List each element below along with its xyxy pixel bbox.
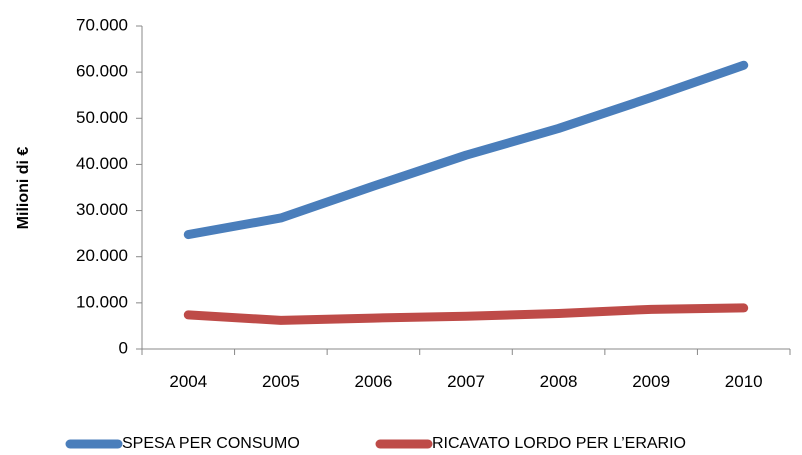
- data-point: [372, 317, 374, 319]
- legend-label-2: RICAVATO LORDO PER L’ERARIO: [432, 435, 686, 452]
- x-tick-label: 2005: [262, 372, 300, 391]
- x-tick-label: 2010: [725, 372, 763, 391]
- series-layer: [183, 60, 749, 325]
- data-point: [465, 315, 467, 317]
- y-tick-label: 30.000: [76, 200, 128, 219]
- x-ticks: 2004 2005 2006 2007 2008 2009 2010: [141, 349, 791, 391]
- legend: SPESA PER CONSUMO RICAVATO LORDO PER L’ER…: [65, 435, 686, 452]
- data-point: [558, 312, 560, 314]
- y-tick-label: 50.000: [76, 108, 128, 127]
- data-point: [743, 307, 745, 309]
- data-point: [187, 314, 189, 316]
- y-ticks: 0 10.000 20.000 30.000 40.000 50.000 60.000 70.…: [76, 15, 142, 357]
- x-tick-label: 2009: [632, 372, 670, 391]
- y-tick-label: 0: [119, 338, 128, 357]
- data-point: [280, 319, 282, 321]
- data-point: [743, 64, 745, 66]
- y-tick-label: 60.000: [76, 62, 128, 81]
- legend-label-1: SPESA PER CONSUMO: [122, 435, 300, 452]
- x-tick-label: 2008: [540, 372, 578, 391]
- data-point: [372, 185, 374, 187]
- data-point: [187, 234, 189, 236]
- data-point: [465, 154, 467, 156]
- series-line-2: [183, 303, 749, 325]
- series-line-1: [183, 60, 749, 240]
- data-point: [558, 127, 560, 129]
- y-tick-label: 40.000: [76, 154, 128, 173]
- x-tick-label: 2007: [447, 372, 485, 391]
- y-tick-label: 70.000: [76, 15, 128, 34]
- x-tick-label: 2006: [355, 372, 393, 391]
- y-tick-label: 10.000: [76, 292, 128, 311]
- data-point: [280, 217, 282, 219]
- x-tick-label: 2004: [169, 372, 207, 391]
- y-axis-label: Milioni di €: [15, 147, 32, 230]
- data-point: [650, 97, 652, 99]
- data-point: [650, 308, 652, 310]
- y-tick-label: 20.000: [76, 246, 128, 265]
